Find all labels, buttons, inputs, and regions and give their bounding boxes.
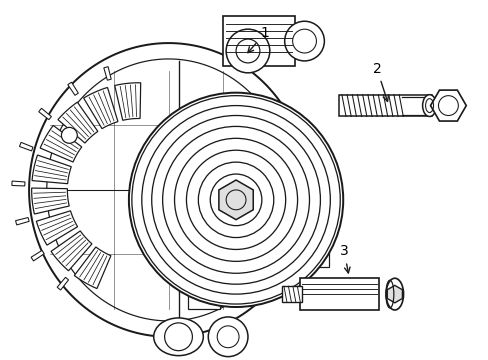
Circle shape <box>129 93 343 307</box>
Polygon shape <box>386 285 402 303</box>
Text: 1: 1 <box>247 26 269 53</box>
Bar <box>188 289 220 309</box>
Polygon shape <box>32 155 71 184</box>
Polygon shape <box>29 43 307 337</box>
Bar <box>299 278 378 310</box>
Bar <box>315 239 328 267</box>
Circle shape <box>284 21 324 61</box>
Polygon shape <box>103 67 111 80</box>
Polygon shape <box>39 108 51 120</box>
Ellipse shape <box>215 103 289 168</box>
Bar <box>223 16 294 66</box>
Bar <box>228 260 255 279</box>
Polygon shape <box>31 251 44 261</box>
Circle shape <box>208 317 247 357</box>
Polygon shape <box>219 180 253 220</box>
Polygon shape <box>20 142 33 151</box>
Polygon shape <box>12 181 25 186</box>
Text: 2: 2 <box>372 62 387 102</box>
Ellipse shape <box>422 95 436 117</box>
Polygon shape <box>58 102 98 143</box>
Polygon shape <box>57 277 68 290</box>
Polygon shape <box>74 247 111 289</box>
Polygon shape <box>51 231 92 271</box>
Polygon shape <box>16 217 29 225</box>
Polygon shape <box>68 82 78 95</box>
Polygon shape <box>429 90 466 121</box>
Circle shape <box>225 29 269 73</box>
Polygon shape <box>36 211 78 245</box>
Text: 3: 3 <box>339 244 349 273</box>
Ellipse shape <box>153 318 203 356</box>
Polygon shape <box>32 188 69 214</box>
Bar <box>401 96 431 114</box>
Polygon shape <box>83 87 118 129</box>
Polygon shape <box>40 125 81 162</box>
Ellipse shape <box>386 278 403 310</box>
Bar <box>188 249 223 271</box>
Bar <box>339 95 431 117</box>
Circle shape <box>61 127 77 143</box>
Polygon shape <box>115 83 141 120</box>
Bar <box>281 286 301 302</box>
